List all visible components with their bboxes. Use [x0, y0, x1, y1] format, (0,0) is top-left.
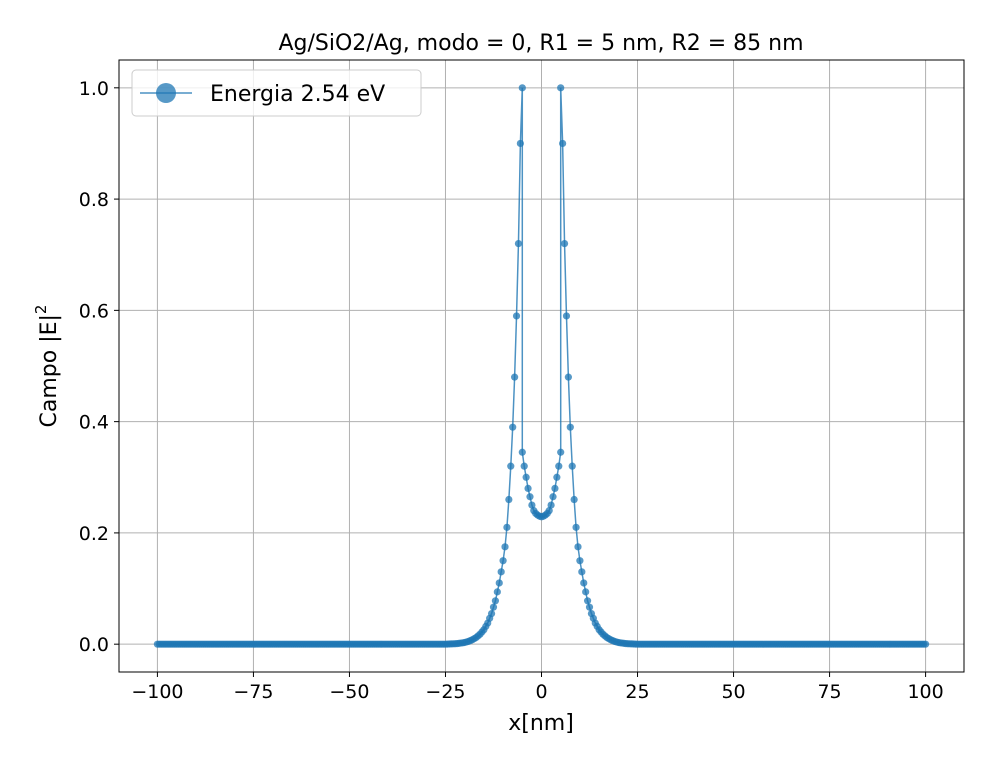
x-tick-label: −25	[425, 681, 465, 703]
data-point	[574, 543, 582, 551]
data-point	[495, 579, 503, 587]
data-point	[549, 493, 557, 501]
data-point	[560, 240, 569, 248]
data-point	[583, 597, 592, 605]
y-axis-label-main: Campo |E|	[37, 314, 62, 427]
y-tick-label: 0.2	[79, 523, 109, 545]
x-tick-label: 50	[721, 681, 745, 703]
data-point	[585, 603, 594, 611]
x-tick-label: 0	[535, 681, 547, 703]
legend-label: Energia 2.54 eV	[210, 82, 385, 107]
data-point	[921, 640, 930, 648]
data-point	[487, 609, 496, 618]
data-point	[545, 507, 553, 515]
data-point	[520, 462, 528, 470]
data-point	[576, 557, 584, 565]
y-tick-label: 0.0	[79, 634, 109, 656]
data-point	[551, 484, 559, 492]
x-axis-label: x[nm]	[508, 711, 574, 736]
data-point	[499, 557, 507, 565]
data-point	[509, 423, 517, 431]
data-point	[568, 462, 576, 470]
y-tick-label: 0.8	[79, 189, 109, 211]
data-point	[572, 523, 580, 531]
y-tick-label: 1.0	[79, 78, 109, 100]
data-point	[547, 501, 555, 509]
data-point	[557, 84, 565, 92]
data-point	[501, 543, 509, 551]
data-point	[522, 473, 530, 481]
x-tick-label: 75	[817, 681, 841, 703]
data-point	[497, 568, 505, 576]
x-axis-ticks: −100 −75 −50 −25 0 25 50 75 100	[131, 672, 944, 703]
x-tick-label: 25	[625, 681, 649, 703]
data-point	[566, 423, 574, 431]
data-point	[512, 312, 521, 320]
legend: Energia 2.54 eV	[131, 69, 422, 117]
y-tick-label: 0.6	[79, 300, 109, 322]
data-point	[505, 495, 513, 504]
y-axis-label-superscript: 2	[32, 305, 50, 315]
data-point	[518, 84, 526, 92]
legend-marker	[156, 83, 176, 103]
data-point	[557, 448, 565, 456]
data-point	[511, 373, 519, 381]
data-point	[562, 312, 571, 320]
data-point	[526, 493, 534, 501]
y-axis-label-group: Campo |E|2	[32, 305, 62, 428]
data-point	[580, 579, 588, 587]
x-tick-label: −75	[233, 681, 273, 703]
data-point	[518, 448, 526, 456]
x-tick-label: −100	[131, 681, 183, 703]
data-point	[582, 588, 590, 596]
data-point	[578, 568, 586, 576]
data-point	[507, 462, 515, 470]
data-point	[489, 603, 498, 611]
y-axis-ticks: 0.0 0.2 0.4 0.6 0.8 1.0	[79, 78, 119, 656]
data-point	[503, 523, 511, 531]
legend-box	[131, 69, 422, 117]
x-tick-label: −50	[329, 681, 369, 703]
data-point	[524, 484, 532, 492]
data-point	[559, 139, 567, 148]
grid	[119, 60, 964, 672]
x-tick-label: 100	[907, 681, 943, 703]
data-point	[516, 139, 524, 148]
y-tick-label: 0.4	[79, 412, 109, 434]
data-point	[570, 495, 578, 504]
chart-title: Ag/SiO2/Ag, modo = 0, R1 = 5 nm, R2 = 85…	[278, 31, 803, 56]
data-point	[555, 462, 563, 470]
y-axis-label: Campo |E|2	[32, 305, 62, 428]
data-point	[553, 473, 561, 481]
data-point	[528, 501, 536, 509]
series-layer	[153, 84, 930, 648]
data-point	[493, 588, 501, 596]
data-point	[514, 240, 523, 248]
data-point	[491, 597, 500, 605]
data-point	[564, 373, 572, 381]
